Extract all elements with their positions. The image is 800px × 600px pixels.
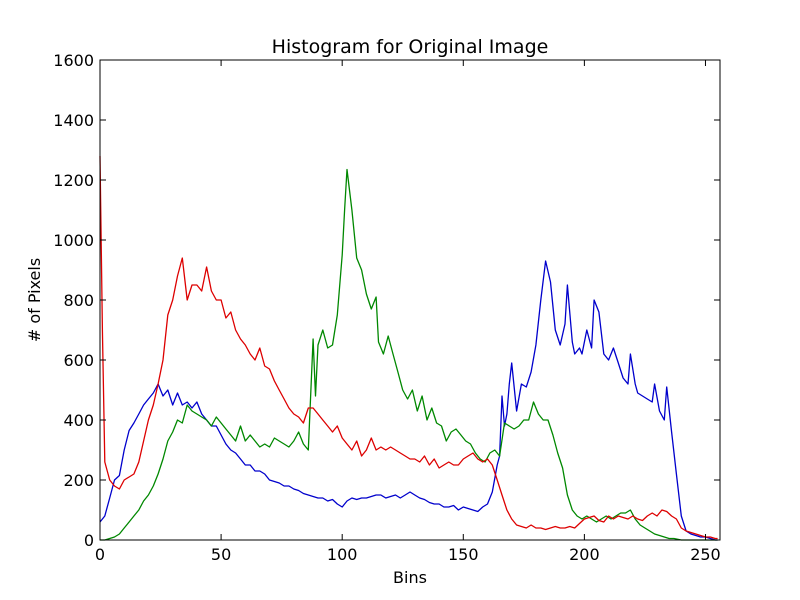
x-tick-label: 250: [690, 545, 721, 564]
x-tick-label: 100: [327, 545, 358, 564]
ticks-layer: 0 50 100 150 200 250 0 200 400 600 800 1000 1200 1400…: [53, 51, 720, 564]
x-axis-label: Bins: [393, 568, 427, 587]
y-tick-label: 200: [63, 471, 94, 490]
y-axis-label: # of Pixels: [25, 258, 44, 342]
y-tick-label: 1200: [53, 171, 94, 190]
y-tick-label: 0: [84, 531, 94, 550]
series-layer: [99, 155, 718, 541]
x-tick-label: 50: [211, 545, 231, 564]
y-tick-label: 1600: [53, 51, 94, 70]
y-tick-label: 800: [63, 291, 94, 310]
plot-frame: [99, 59, 721, 541]
series-line-1: [100, 168, 718, 541]
x-tick-label: 150: [448, 545, 479, 564]
series-line-2: [99, 155, 718, 540]
y-tick-label: 1000: [53, 231, 94, 250]
x-tick-label: 0: [95, 545, 105, 564]
y-tick-label: 400: [63, 411, 94, 430]
series-line-0: [99, 260, 718, 541]
y-tick-label: 1400: [53, 111, 94, 130]
chart-title: Histogram for Original Image: [272, 36, 549, 58]
y-tick-label: 600: [63, 351, 94, 370]
x-tick-label: 200: [569, 545, 600, 564]
